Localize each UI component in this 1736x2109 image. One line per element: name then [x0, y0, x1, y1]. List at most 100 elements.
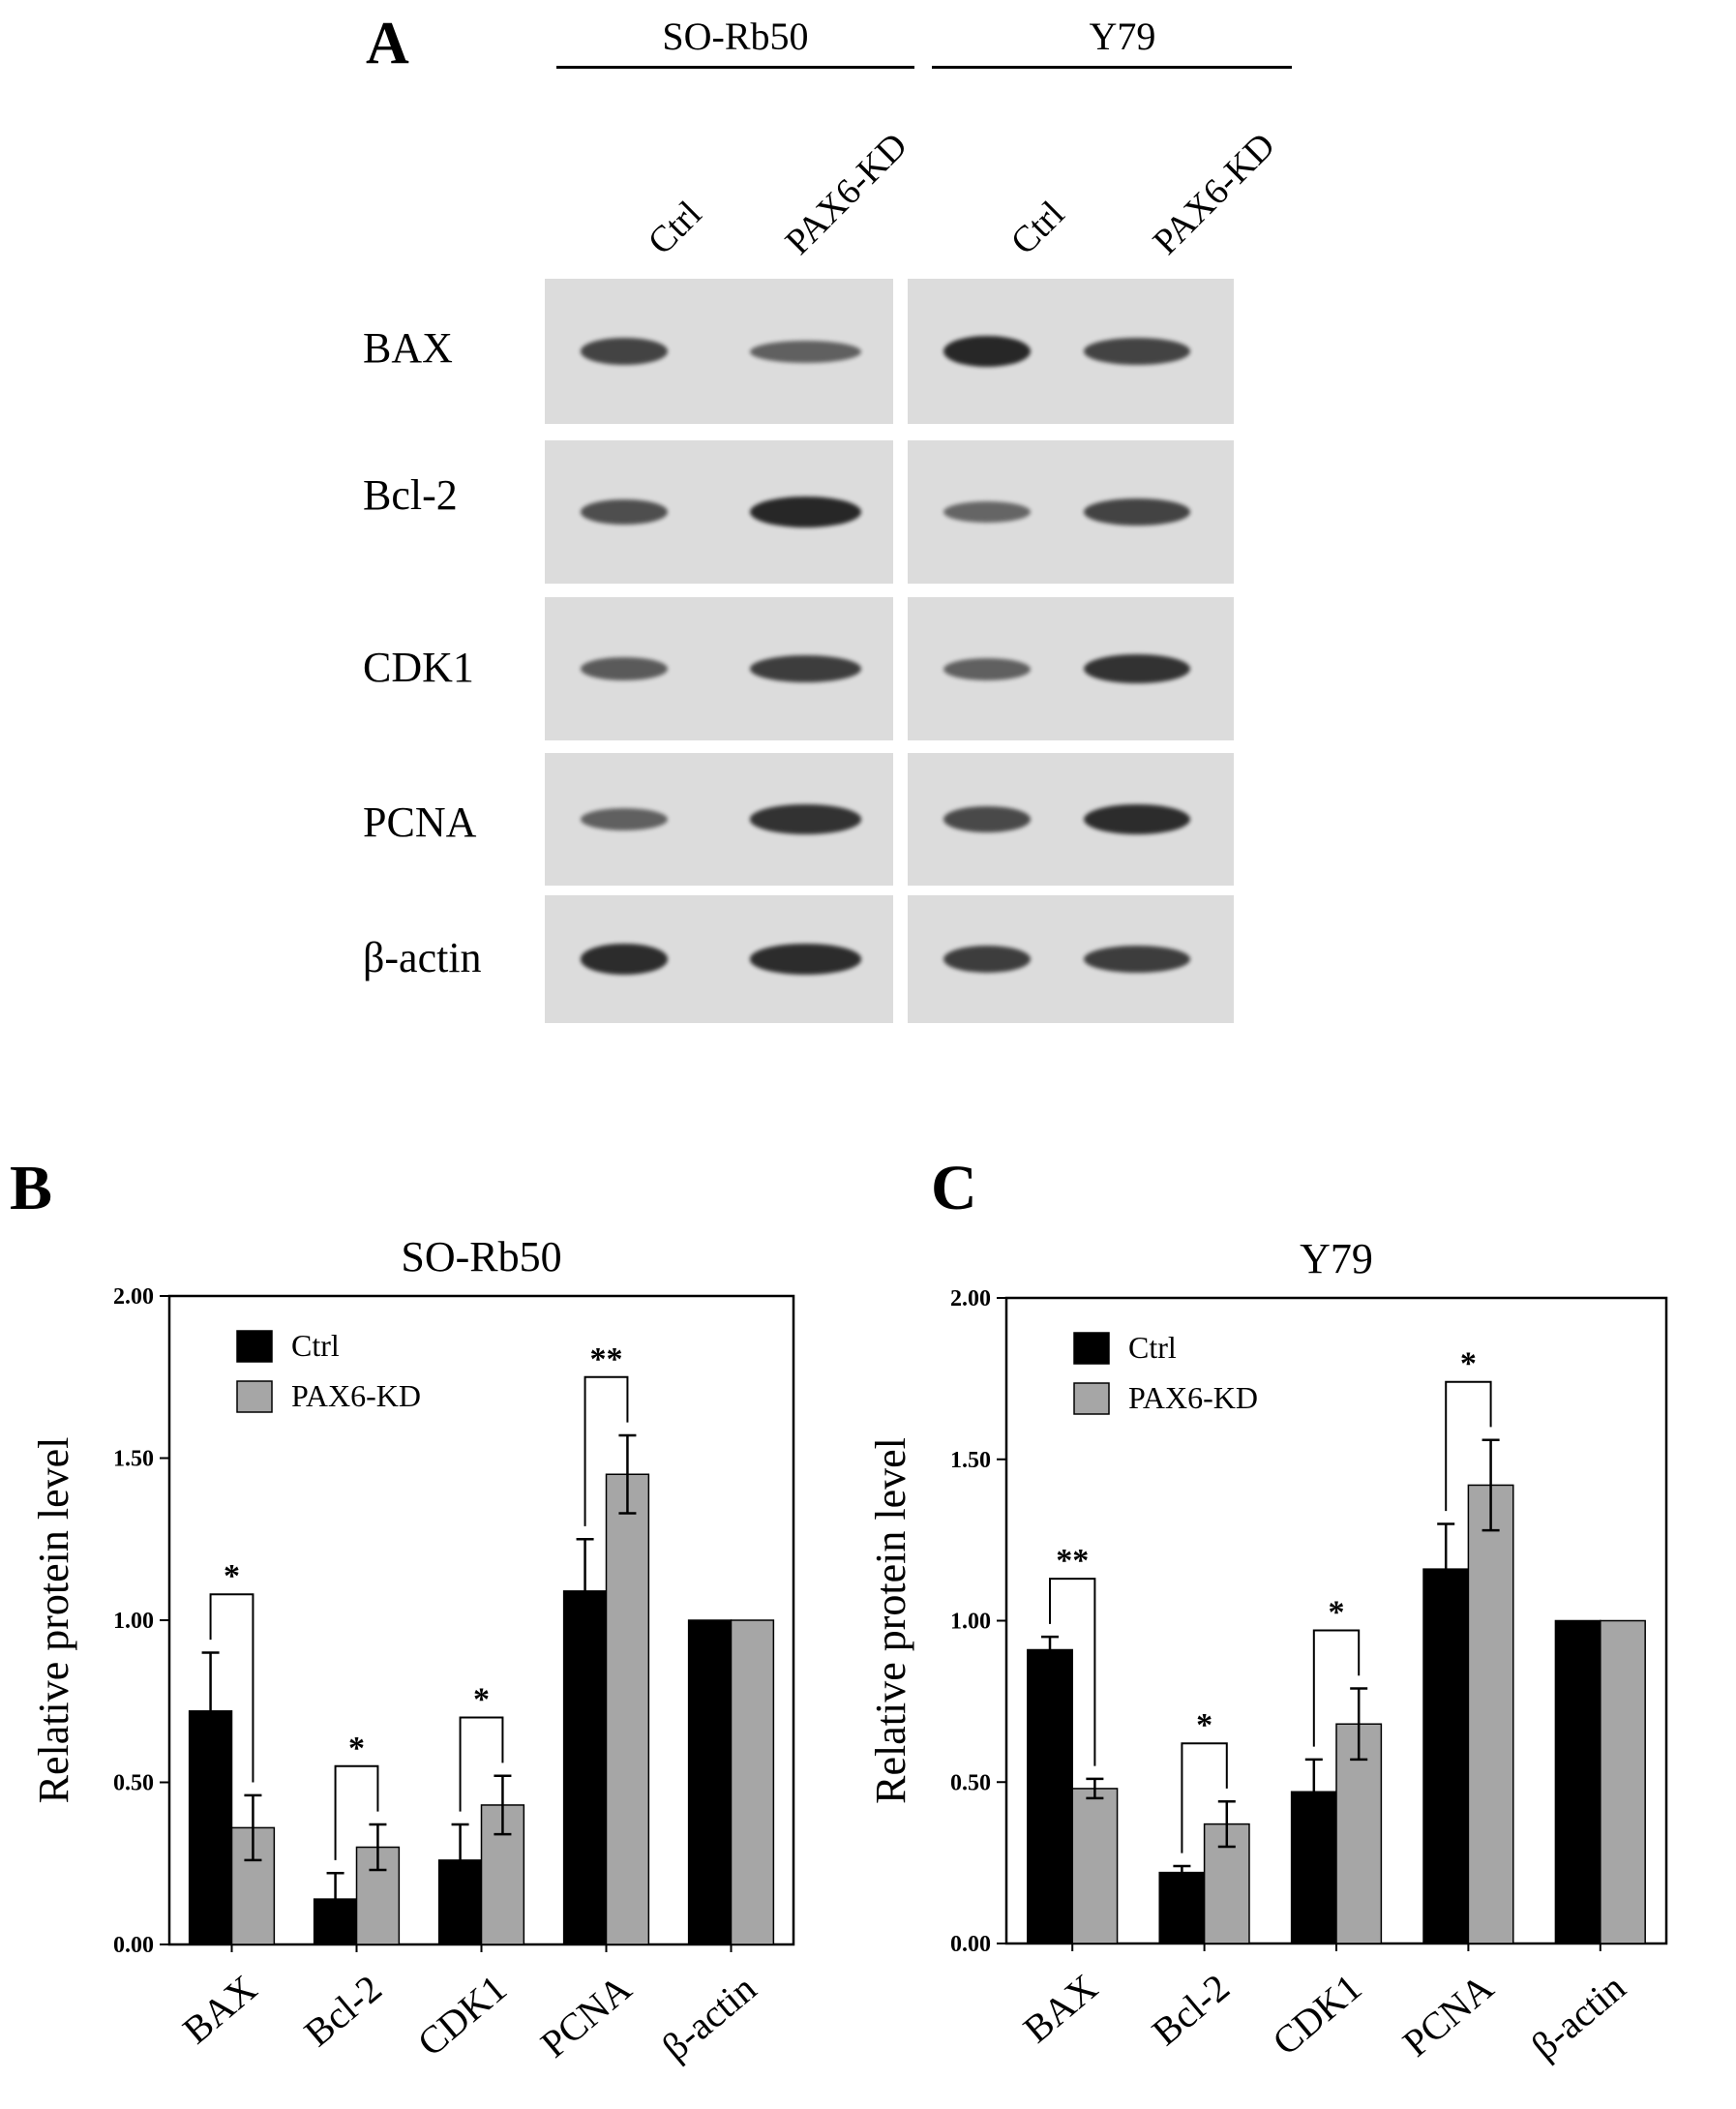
bar-pax6-kd-3 — [605, 1473, 650, 1945]
bar-ctrl-1 — [1158, 1871, 1206, 1944]
chart-title: SO-Rb50 — [401, 1233, 561, 1280]
cell-line-label-so-rb50: SO-Rb50 — [662, 15, 809, 58]
band-bax-lane-4 — [1084, 338, 1190, 365]
significance-marker: * — [1460, 1346, 1477, 1382]
y-tick-label: 2.00 — [950, 1286, 991, 1311]
legend-label-pax6-kd: PAX6-KD — [1128, 1380, 1258, 1415]
band-cdk1-lane-3 — [943, 657, 1031, 680]
band-beta-actin-lane-1 — [581, 944, 668, 975]
significance-bracket — [459, 1716, 504, 1812]
significance-marker: ** — [1056, 1543, 1089, 1579]
legend-swatch-ctrl — [1073, 1332, 1110, 1365]
significance-marker: * — [224, 1558, 240, 1594]
bar-pax6-kd-4 — [1600, 1619, 1646, 1944]
bar-pax6-kd-0 — [1071, 1788, 1119, 1944]
x-tick-label: β-actin — [1523, 1965, 1633, 2067]
protein-label-bcl2: Bcl-2 — [363, 471, 458, 519]
band-pcna-lane-4 — [1084, 803, 1190, 835]
band-bcl2-lane-4 — [1084, 498, 1190, 526]
legend-label-ctrl: Ctrl — [1128, 1330, 1177, 1365]
significance-bracket — [1181, 1742, 1228, 1853]
x-tick-label: β-actin — [654, 1966, 764, 2068]
band-pcna-lane-3 — [943, 806, 1031, 832]
significance-bracket — [1049, 1578, 1096, 1766]
protein-label-pcna: PCNA — [363, 798, 477, 846]
bar-chart-so-rb50: SO-Rb50 0.00 0.50 1.00 1.50 2.00 Relative prot… — [30, 1233, 795, 2069]
band-beta-actin-lane-3 — [943, 945, 1031, 974]
lane-label-kd-y79: PAX6-KD — [1145, 125, 1283, 263]
x-tick-label: Bcl-2 — [296, 1966, 390, 2055]
protein-label-bax: BAX — [363, 324, 453, 372]
significance-marker: * — [1329, 1595, 1345, 1631]
band-beta-actin-lane-2 — [750, 944, 861, 975]
blot-strip-pcna-y79 — [908, 753, 1234, 886]
blot-strip-beta-actin-so-rb50 — [545, 895, 893, 1023]
band-bax-lane-3 — [943, 336, 1031, 367]
band-pcna-lane-2 — [750, 804, 861, 834]
blot-strip-cdk1-y79 — [908, 597, 1234, 740]
legend-label-ctrl: Ctrl — [291, 1328, 340, 1363]
y-tick-label: 0.00 — [950, 1932, 991, 1957]
y-tick-label: 0.50 — [950, 1770, 991, 1795]
significance-bracket — [1445, 1380, 1492, 1512]
cell-line-label-y79: Y79 — [1089, 15, 1156, 58]
blot-strip-beta-actin-y79 — [908, 895, 1234, 1023]
blot-strip-bax-so-rb50 — [545, 279, 893, 424]
panel-a-letter: A — [366, 11, 409, 76]
y-tick-label: 1.00 — [113, 1609, 154, 1634]
blot-strip-bcl2-so-rb50 — [545, 440, 893, 584]
band-cdk1-lane-4 — [1084, 653, 1190, 684]
y-tick-label: 0.00 — [113, 1933, 154, 1958]
legend-swatch-pax6-kd — [1073, 1382, 1110, 1415]
y-axis-label: Relative protein level — [30, 1437, 77, 1804]
legend-swatch-pax6-kd — [236, 1380, 273, 1413]
blot-strip-bcl2-y79 — [908, 440, 1234, 584]
y-tick-label: 0.50 — [113, 1771, 154, 1796]
y-tick-label: 2.00 — [113, 1284, 154, 1310]
significance-bracket — [209, 1593, 254, 1783]
significance-marker: * — [348, 1731, 365, 1766]
bar-ctrl-4 — [687, 1619, 733, 1945]
y-tick-label: 1.50 — [950, 1448, 991, 1473]
band-cdk1-lane-2 — [750, 654, 861, 683]
band-pcna-lane-1 — [581, 808, 668, 830]
bar-ctrl-0 — [1027, 1648, 1073, 1944]
lane-label-ctrl-y79: Ctrl — [1003, 193, 1073, 263]
panel-c-letter: C — [931, 1153, 977, 1223]
significance-marker: * — [473, 1682, 490, 1718]
blot-strip-pcna-so-rb50 — [545, 753, 893, 886]
lane-label-kd-so-rb50: PAX6-KD — [777, 125, 915, 263]
protein-label-cdk1: CDK1 — [363, 644, 474, 691]
blot-strip-bax-y79 — [908, 279, 1234, 424]
x-tick-label: PCNA — [1394, 1965, 1502, 2064]
band-bax-lane-1 — [581, 338, 668, 365]
cell-line-rule-y79 — [932, 66, 1292, 69]
x-tick-label: CDK1 — [1264, 1965, 1369, 2064]
y-axis-label: Relative protein level — [871, 1437, 914, 1804]
legend-swatch-ctrl — [236, 1330, 273, 1363]
blot-strip-cdk1-so-rb50 — [545, 597, 893, 740]
legend-label-pax6-kd: PAX6-KD — [291, 1378, 421, 1413]
band-beta-actin-lane-4 — [1084, 945, 1190, 974]
bar-ctrl-3 — [1422, 1568, 1470, 1944]
x-tick-label: BAX — [174, 1966, 265, 2052]
bar-ctrl-4 — [1554, 1619, 1601, 1944]
x-tick-label: PCNA — [532, 1966, 640, 2065]
bar-pax6-kd-3 — [1467, 1484, 1514, 1944]
y-tick-label: 1.00 — [950, 1610, 991, 1635]
x-tick-label: BAX — [1015, 1965, 1106, 2051]
band-bax-lane-2 — [750, 340, 861, 363]
lane-label-ctrl-so-rb50: Ctrl — [640, 193, 710, 263]
significance-marker: * — [1196, 1707, 1212, 1743]
band-bcl2-lane-1 — [581, 499, 668, 525]
band-cdk1-lane-1 — [581, 657, 668, 680]
significance-bracket — [1312, 1629, 1361, 1747]
y-tick-label: 1.50 — [113, 1447, 154, 1472]
panel-b-letter: B — [10, 1153, 53, 1223]
bar-pax6-kd-4 — [730, 1619, 775, 1945]
bar-ctrl-3 — [562, 1590, 608, 1945]
bar-chart-y79: Y79 0.00 0.50 1.00 1.50 2.00 Relative protein … — [871, 1235, 1668, 2068]
x-tick-label: Bcl-2 — [1144, 1965, 1238, 2054]
band-bcl2-lane-3 — [943, 500, 1031, 524]
significance-bracket — [334, 1764, 379, 1860]
